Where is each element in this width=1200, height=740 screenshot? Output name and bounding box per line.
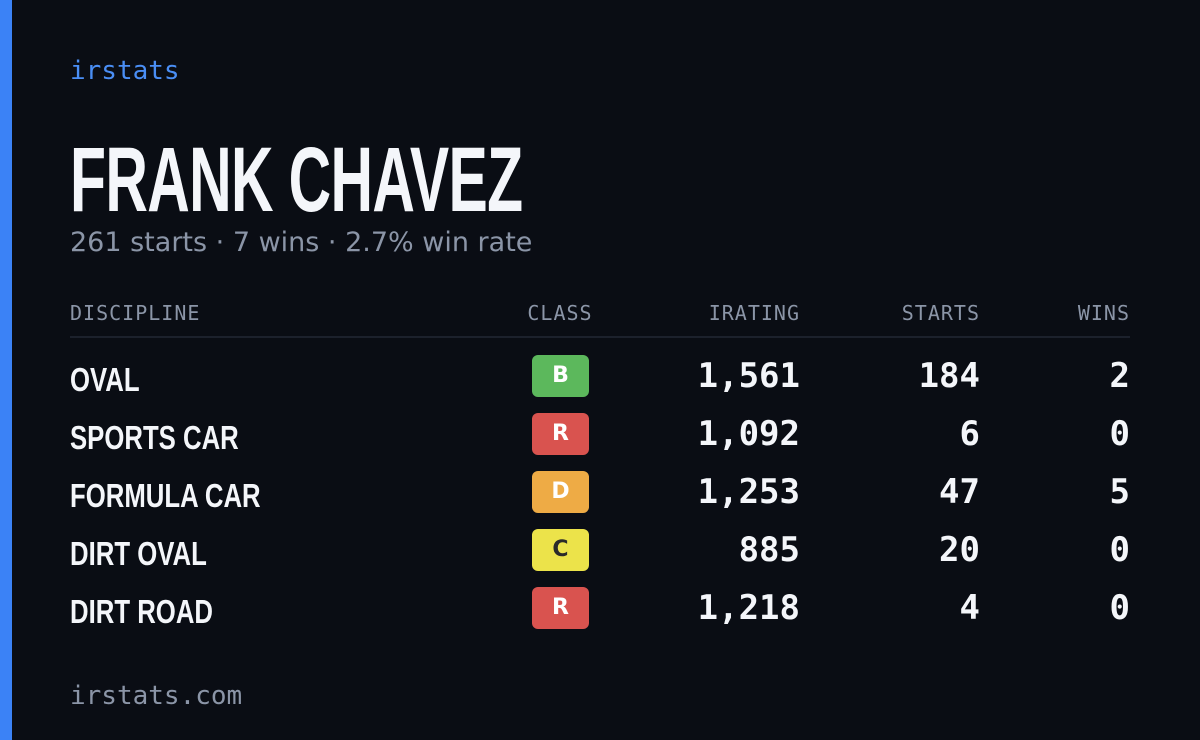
discipline: DIRT ROAD — [70, 593, 213, 630]
summary: 261 starts · 7 wins · 2.7% win rate — [70, 227, 533, 258]
footer-link: irstats.com — [70, 681, 243, 711]
brand: irstats — [70, 56, 180, 86]
discipline: DIRT OVAL — [70, 535, 207, 572]
discipline: FORMULA CAR — [70, 477, 261, 514]
column-header: DISCIPLINE — [70, 301, 201, 325]
class-badge: C — [532, 529, 589, 571]
discipline: SPORTS CAR — [70, 419, 239, 456]
starts-value: 47 — [939, 472, 980, 512]
wins-value: 0 — [1109, 588, 1130, 628]
irating-value: 1,561 — [697, 356, 800, 396]
starts-value: 184 — [918, 356, 980, 396]
starts-value: 4 — [959, 588, 980, 628]
column-header: STARTS — [901, 301, 980, 325]
wins-value: 5 — [1109, 472, 1130, 512]
irating-value: 1,092 — [697, 414, 800, 454]
class-badge: B — [532, 355, 589, 397]
irating-value: 1,253 — [697, 472, 800, 512]
wins-value: 0 — [1109, 414, 1130, 454]
irating-value: 885 — [738, 530, 800, 570]
discipline: OVAL — [70, 361, 140, 398]
starts-value: 20 — [939, 530, 980, 570]
class-badge: R — [532, 413, 589, 455]
column-header: IRATING — [708, 301, 800, 325]
irating-value: 1,218 — [697, 588, 800, 628]
starts-value: 6 — [959, 414, 980, 454]
wins-value: 2 — [1109, 356, 1130, 396]
player-name: FRANK CHAVEZ — [70, 129, 523, 231]
wins-value: 0 — [1109, 530, 1130, 570]
accent-bar — [0, 0, 12, 740]
class-badge: D — [532, 471, 589, 513]
column-header: WINS — [1077, 301, 1130, 325]
class-badge: R — [532, 587, 589, 629]
column-header: CLASS — [527, 301, 593, 325]
header-rule — [70, 336, 1130, 338]
